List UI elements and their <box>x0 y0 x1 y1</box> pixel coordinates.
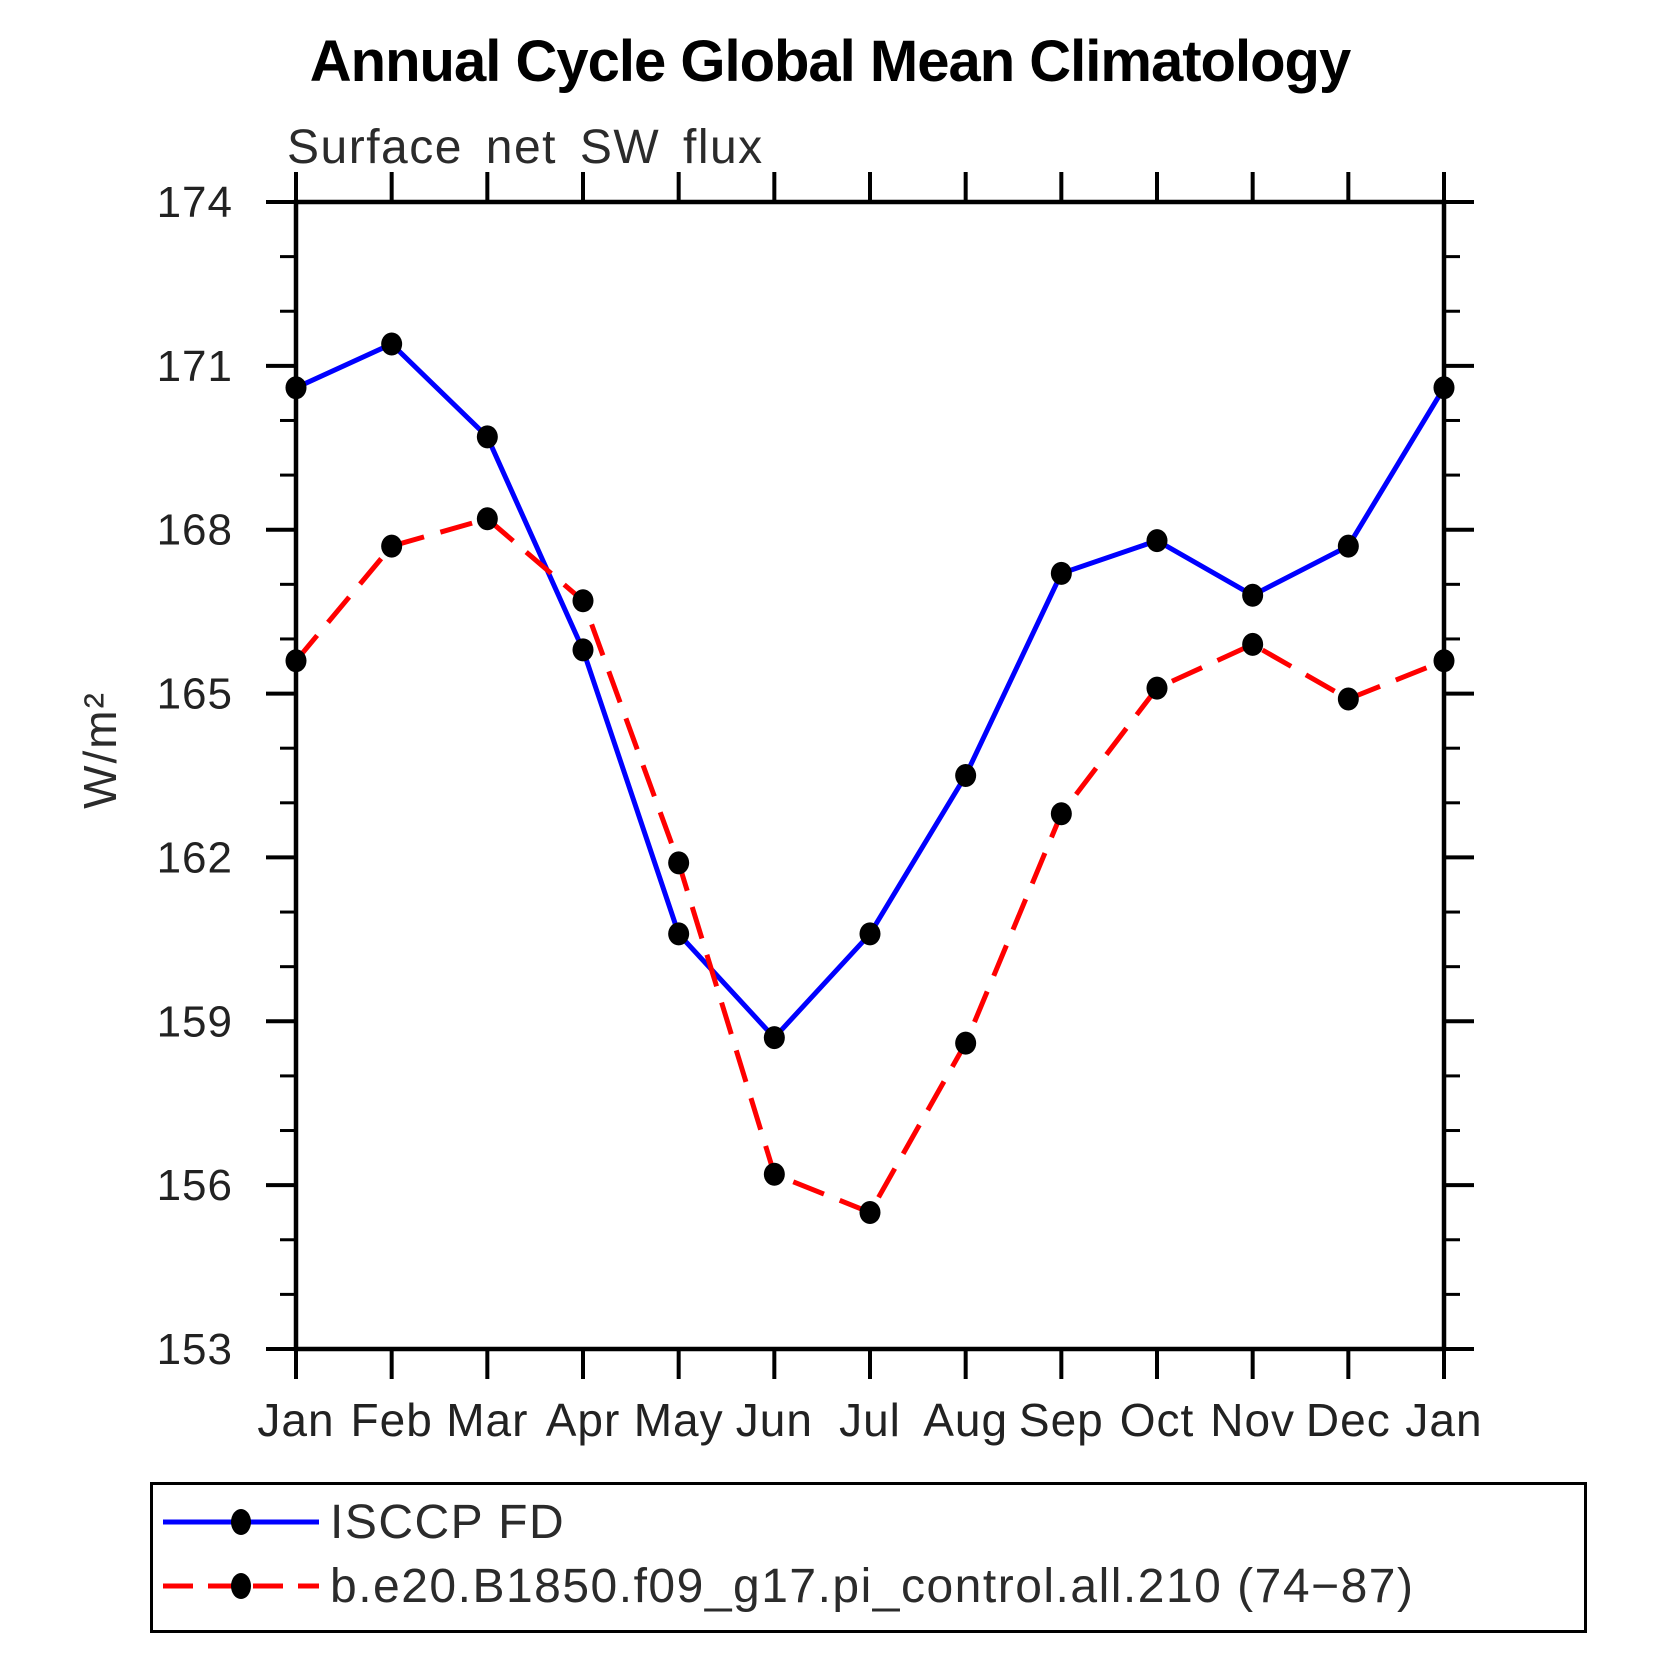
svg-text:162: 162 <box>157 833 233 882</box>
svg-text:168: 168 <box>157 506 233 555</box>
svg-text:153: 153 <box>157 1325 233 1374</box>
panel-subtitle: Surface net SW flux <box>287 121 764 174</box>
svg-text:Jul: Jul <box>839 1394 901 1446</box>
svg-text:159: 159 <box>157 997 233 1046</box>
svg-text:Nov: Nov <box>1210 1394 1295 1446</box>
svg-text:Apr: Apr <box>546 1394 621 1446</box>
svg-text:Jan: Jan <box>257 1394 334 1446</box>
svg-text:Sep: Sep <box>1019 1394 1104 1446</box>
svg-text:156: 156 <box>157 1161 233 1210</box>
legend-row-isccp: ISCCP FD <box>161 1496 565 1549</box>
legend-label-isccp: ISCCP FD <box>330 1495 566 1549</box>
svg-text:174: 174 <box>157 178 233 227</box>
svg-text:171: 171 <box>157 342 233 391</box>
legend-row-model: b.e20.B1850.f09_g17.pi_control.all.210 (… <box>161 1560 1414 1613</box>
svg-text:Mar: Mar <box>446 1394 528 1446</box>
svg-text:May: May <box>634 1394 724 1446</box>
svg-text:Dec: Dec <box>1306 1394 1391 1446</box>
legend-marker-dot-icon <box>231 1509 251 1535</box>
legend-box: ISCCP FD b.e20.B1850.f09_g17.pi_control.… <box>150 1482 1587 1633</box>
svg-text:Oct: Oct <box>1120 1394 1195 1446</box>
svg-text:Jan: Jan <box>1405 1394 1482 1446</box>
legend-label-model: b.e20.B1850.f09_g17.pi_control.all.210 (… <box>330 1559 1415 1613</box>
svg-text:165: 165 <box>157 670 233 719</box>
legend-marker-dot-icon <box>231 1573 251 1599</box>
chart-title: Annual Cycle Global Mean Climatology <box>309 29 1351 94</box>
svg-text:Jun: Jun <box>736 1394 813 1446</box>
svg-text:Feb: Feb <box>351 1394 433 1446</box>
svg-text:Aug: Aug <box>923 1394 1008 1446</box>
legend-line-solid-sample <box>163 1509 319 1535</box>
legend-line-dashed-sample <box>163 1573 319 1599</box>
